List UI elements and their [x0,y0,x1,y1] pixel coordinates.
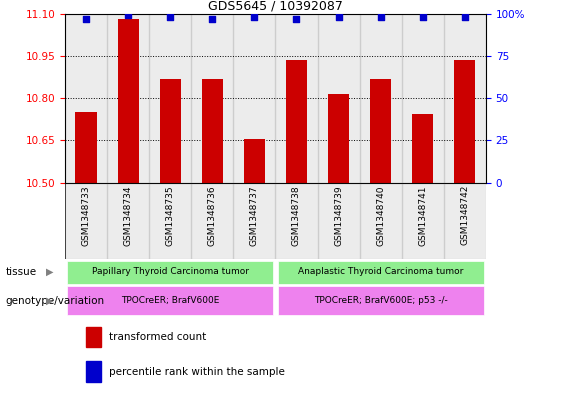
Bar [276,14,318,183]
Text: GSM1348741: GSM1348741 [418,185,427,246]
Point [376,14,385,20]
Bar [402,14,444,183]
Bar [191,183,233,259]
Bar [233,183,276,259]
Bar [65,14,107,183]
Bar [160,79,181,183]
Bar [370,79,391,183]
Text: transformed count: transformed count [109,332,206,342]
Point [166,14,175,20]
Text: percentile rank within the sample: percentile rank within the sample [109,367,285,376]
Text: GSM1348740: GSM1348740 [376,185,385,246]
Bar [318,14,359,183]
Bar [277,261,484,284]
Point [250,14,259,20]
Text: GSM1348742: GSM1348742 [460,185,470,245]
Text: GSM1348739: GSM1348739 [334,185,343,246]
Bar [444,14,486,183]
Text: Anaplastic Thyroid Carcinoma tumor: Anaplastic Thyroid Carcinoma tumor [298,267,463,276]
Text: GSM1348735: GSM1348735 [166,185,175,246]
Bar [65,183,107,259]
Text: GSM1348737: GSM1348737 [250,185,259,246]
Bar [67,261,273,284]
Bar [444,183,486,259]
Bar [244,139,265,183]
Text: GSM1348738: GSM1348738 [292,185,301,246]
Bar [76,112,97,183]
Bar [149,14,191,183]
Point [81,16,90,22]
Bar [191,14,233,183]
Point [208,16,217,22]
Point [418,14,427,20]
Point [124,12,133,18]
Text: GSM1348736: GSM1348736 [208,185,217,246]
Bar [107,14,149,183]
Bar [359,183,402,259]
Point [460,14,470,20]
Bar [454,60,475,183]
Bar [328,94,349,183]
Text: tissue: tissue [6,267,37,277]
Text: genotype/variation: genotype/variation [6,296,105,306]
Point [292,16,301,22]
Bar [86,327,101,347]
Bar [149,183,191,259]
Point [334,14,343,20]
Title: GDS5645 / 10392087: GDS5645 / 10392087 [208,0,343,13]
Bar [107,183,149,259]
Text: Papillary Thyroid Carcinoma tumor: Papillary Thyroid Carcinoma tumor [92,267,249,276]
Bar [318,183,360,259]
Bar [402,183,444,259]
Bar [412,114,433,183]
Text: ▶: ▶ [46,267,54,277]
Text: TPOCreER; BrafV600E; p53 -/-: TPOCreER; BrafV600E; p53 -/- [314,296,447,305]
Bar [359,14,402,183]
Bar [277,286,484,315]
Bar [86,362,101,382]
Bar [276,183,318,259]
Bar [286,60,307,183]
Text: TPOCreER; BrafV600E: TPOCreER; BrafV600E [121,296,219,305]
Bar [118,19,138,183]
Text: GSM1348734: GSM1348734 [124,185,133,246]
Bar [202,79,223,183]
Text: GSM1348733: GSM1348733 [81,185,90,246]
Bar [233,14,276,183]
Text: ▶: ▶ [46,296,54,306]
Bar [67,286,273,315]
